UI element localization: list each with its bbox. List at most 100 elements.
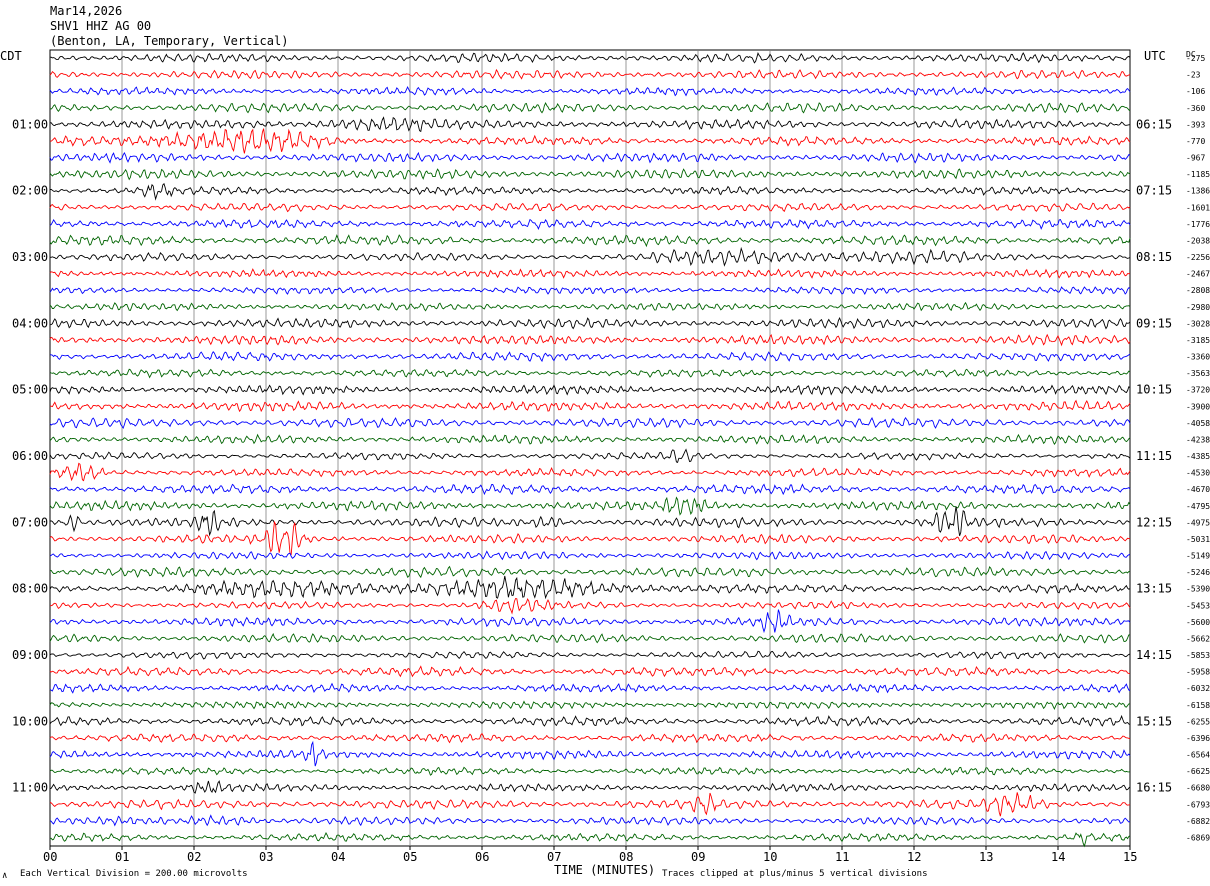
- corner-mark: ∧: [2, 871, 7, 881]
- dc-offset-label: -5600: [1186, 618, 1210, 627]
- left-hour-label: 09:00: [12, 648, 48, 662]
- trace-line: [50, 351, 1131, 363]
- plot-grid: [49, 49, 1131, 847]
- right-hour-label: 09:15: [1136, 316, 1172, 330]
- dc-offset-label: -23: [1186, 71, 1201, 80]
- x-tick-label: 13: [979, 850, 993, 864]
- dc-offset-labels: -275 -23 -106 -360 -393 -770 -967 -1185 -1386 -16…: [1186, 54, 1210, 842]
- left-hour-label: 01:00: [12, 117, 48, 131]
- trace-line: [49, 520, 1131, 556]
- dc-offset-label: -2467: [1186, 270, 1210, 279]
- trace-line: [49, 665, 1131, 678]
- dc-offset-label: -3360: [1186, 353, 1210, 362]
- trace-line: [49, 202, 1131, 213]
- trace-line: [49, 714, 1131, 727]
- dc-offset-label: -4058: [1186, 419, 1210, 428]
- trace-line: [49, 416, 1131, 429]
- trace-line: [49, 333, 1131, 347]
- x-tick-label: 02: [187, 850, 201, 864]
- trace-line: [49, 268, 1131, 279]
- trace-line: [49, 384, 1131, 396]
- trace-line: [49, 246, 1131, 267]
- trace-line: [49, 632, 1131, 644]
- trace-line: [49, 506, 1131, 537]
- x-tick-label: 15: [1123, 850, 1137, 864]
- trace-line: [49, 496, 1131, 516]
- dc-offset-label: -5662: [1186, 634, 1210, 643]
- dc-offset-label: -5031: [1186, 535, 1210, 544]
- left-hour-labels: 01:00 02:00 03:00 04:00 05:00 06:00 07:00 08:00…: [12, 117, 48, 794]
- dc-offset-label: -4975: [1186, 518, 1210, 527]
- right-hour-label: 07:15: [1136, 184, 1172, 198]
- trace-line: [49, 565, 1131, 579]
- dc-offset-label: -967: [1186, 154, 1205, 163]
- dc-offset-label: -4238: [1186, 435, 1210, 444]
- right-hour-label: 15:15: [1136, 714, 1172, 728]
- trace-line: [49, 286, 1131, 295]
- dc-offset-label: -1776: [1186, 220, 1210, 229]
- dc-offset-label: -1601: [1186, 203, 1210, 212]
- dc-offset-label: -5149: [1186, 552, 1210, 561]
- x-tick-label: 11: [835, 850, 849, 864]
- right-hour-label: 16:15: [1136, 781, 1172, 795]
- trace-line: [49, 128, 1131, 154]
- left-hour-label: 03:00: [12, 250, 48, 264]
- trace-line: [49, 182, 1131, 201]
- x-tick-label: 00: [43, 850, 57, 864]
- right-hour-label: 13:15: [1136, 582, 1172, 596]
- dc-offset-label: -4385: [1186, 452, 1210, 461]
- dc-offset-label: -4795: [1186, 502, 1210, 511]
- trace-line: [49, 766, 1131, 776]
- right-timezone-label: UTC: [1144, 49, 1166, 63]
- dc-offset-label: -6032: [1186, 684, 1210, 693]
- dc-offset-label: -6396: [1186, 734, 1210, 743]
- trace-line: [49, 483, 1131, 496]
- right-hour-label: 06:15: [1136, 117, 1172, 131]
- dc-offset-label: -6869: [1186, 833, 1210, 842]
- left-hour-label: 02:00: [12, 184, 48, 198]
- dc-offset-label: -5958: [1186, 668, 1210, 677]
- x-tick-label: 14: [1051, 850, 1065, 864]
- x-axis-ticks: 00 01 02 03 04 05 06 07 08 09 10 11 12 13 14 15: [43, 846, 1137, 864]
- left-hour-label: 04:00: [12, 316, 48, 330]
- left-hour-label: 10:00: [12, 714, 48, 728]
- dc-offset-label: -5246: [1186, 568, 1210, 577]
- dc-offset-label: -2256: [1186, 253, 1210, 262]
- trace-line: [49, 550, 1131, 561]
- trace-line: [49, 814, 1131, 827]
- dc-offset-label: -1386: [1186, 187, 1210, 196]
- dc-offset-label: -6158: [1186, 701, 1210, 710]
- x-tick-label: 10: [763, 850, 777, 864]
- dc-offset-label: -6564: [1186, 751, 1210, 760]
- trace-line: [49, 792, 1131, 817]
- dc-offset-label: -6625: [1186, 767, 1210, 776]
- dc-offset-label: -106: [1186, 87, 1205, 96]
- left-hour-label: 08:00: [12, 582, 48, 596]
- dc-offset-label: -393: [1186, 120, 1205, 129]
- dc-offset-label: -360: [1186, 104, 1205, 113]
- right-hour-label: 11:15: [1136, 449, 1172, 463]
- trace-line: [49, 317, 1131, 330]
- dc-offset-label: -770: [1186, 137, 1205, 146]
- x-tick-label: 07: [547, 850, 561, 864]
- dc-offset-label: -6882: [1186, 817, 1210, 826]
- seismic-traces: [49, 51, 1131, 848]
- x-tick-label: 09: [691, 850, 705, 864]
- dc-offset-label: -5453: [1186, 601, 1210, 610]
- right-hour-label: 08:15: [1136, 250, 1172, 264]
- x-tick-label: 06: [475, 850, 489, 864]
- dc-offset-label: -6680: [1186, 784, 1210, 793]
- trace-line: [49, 597, 1131, 615]
- trace-line: [49, 151, 1131, 164]
- x-axis-title: TIME (MINUTES): [554, 863, 655, 877]
- left-timezone-label: CDT: [0, 49, 22, 63]
- trace-line: [49, 234, 1131, 248]
- dc-offset-label: -2980: [1186, 303, 1210, 312]
- trace-line: [49, 301, 1131, 312]
- x-tick-label: 08: [619, 850, 633, 864]
- trace-line: [49, 68, 1131, 80]
- station-location: (Benton, LA, Temporary, Vertical): [50, 34, 288, 48]
- x-tick-label: 05: [403, 850, 417, 864]
- dc-offset-label: -275: [1186, 54, 1205, 63]
